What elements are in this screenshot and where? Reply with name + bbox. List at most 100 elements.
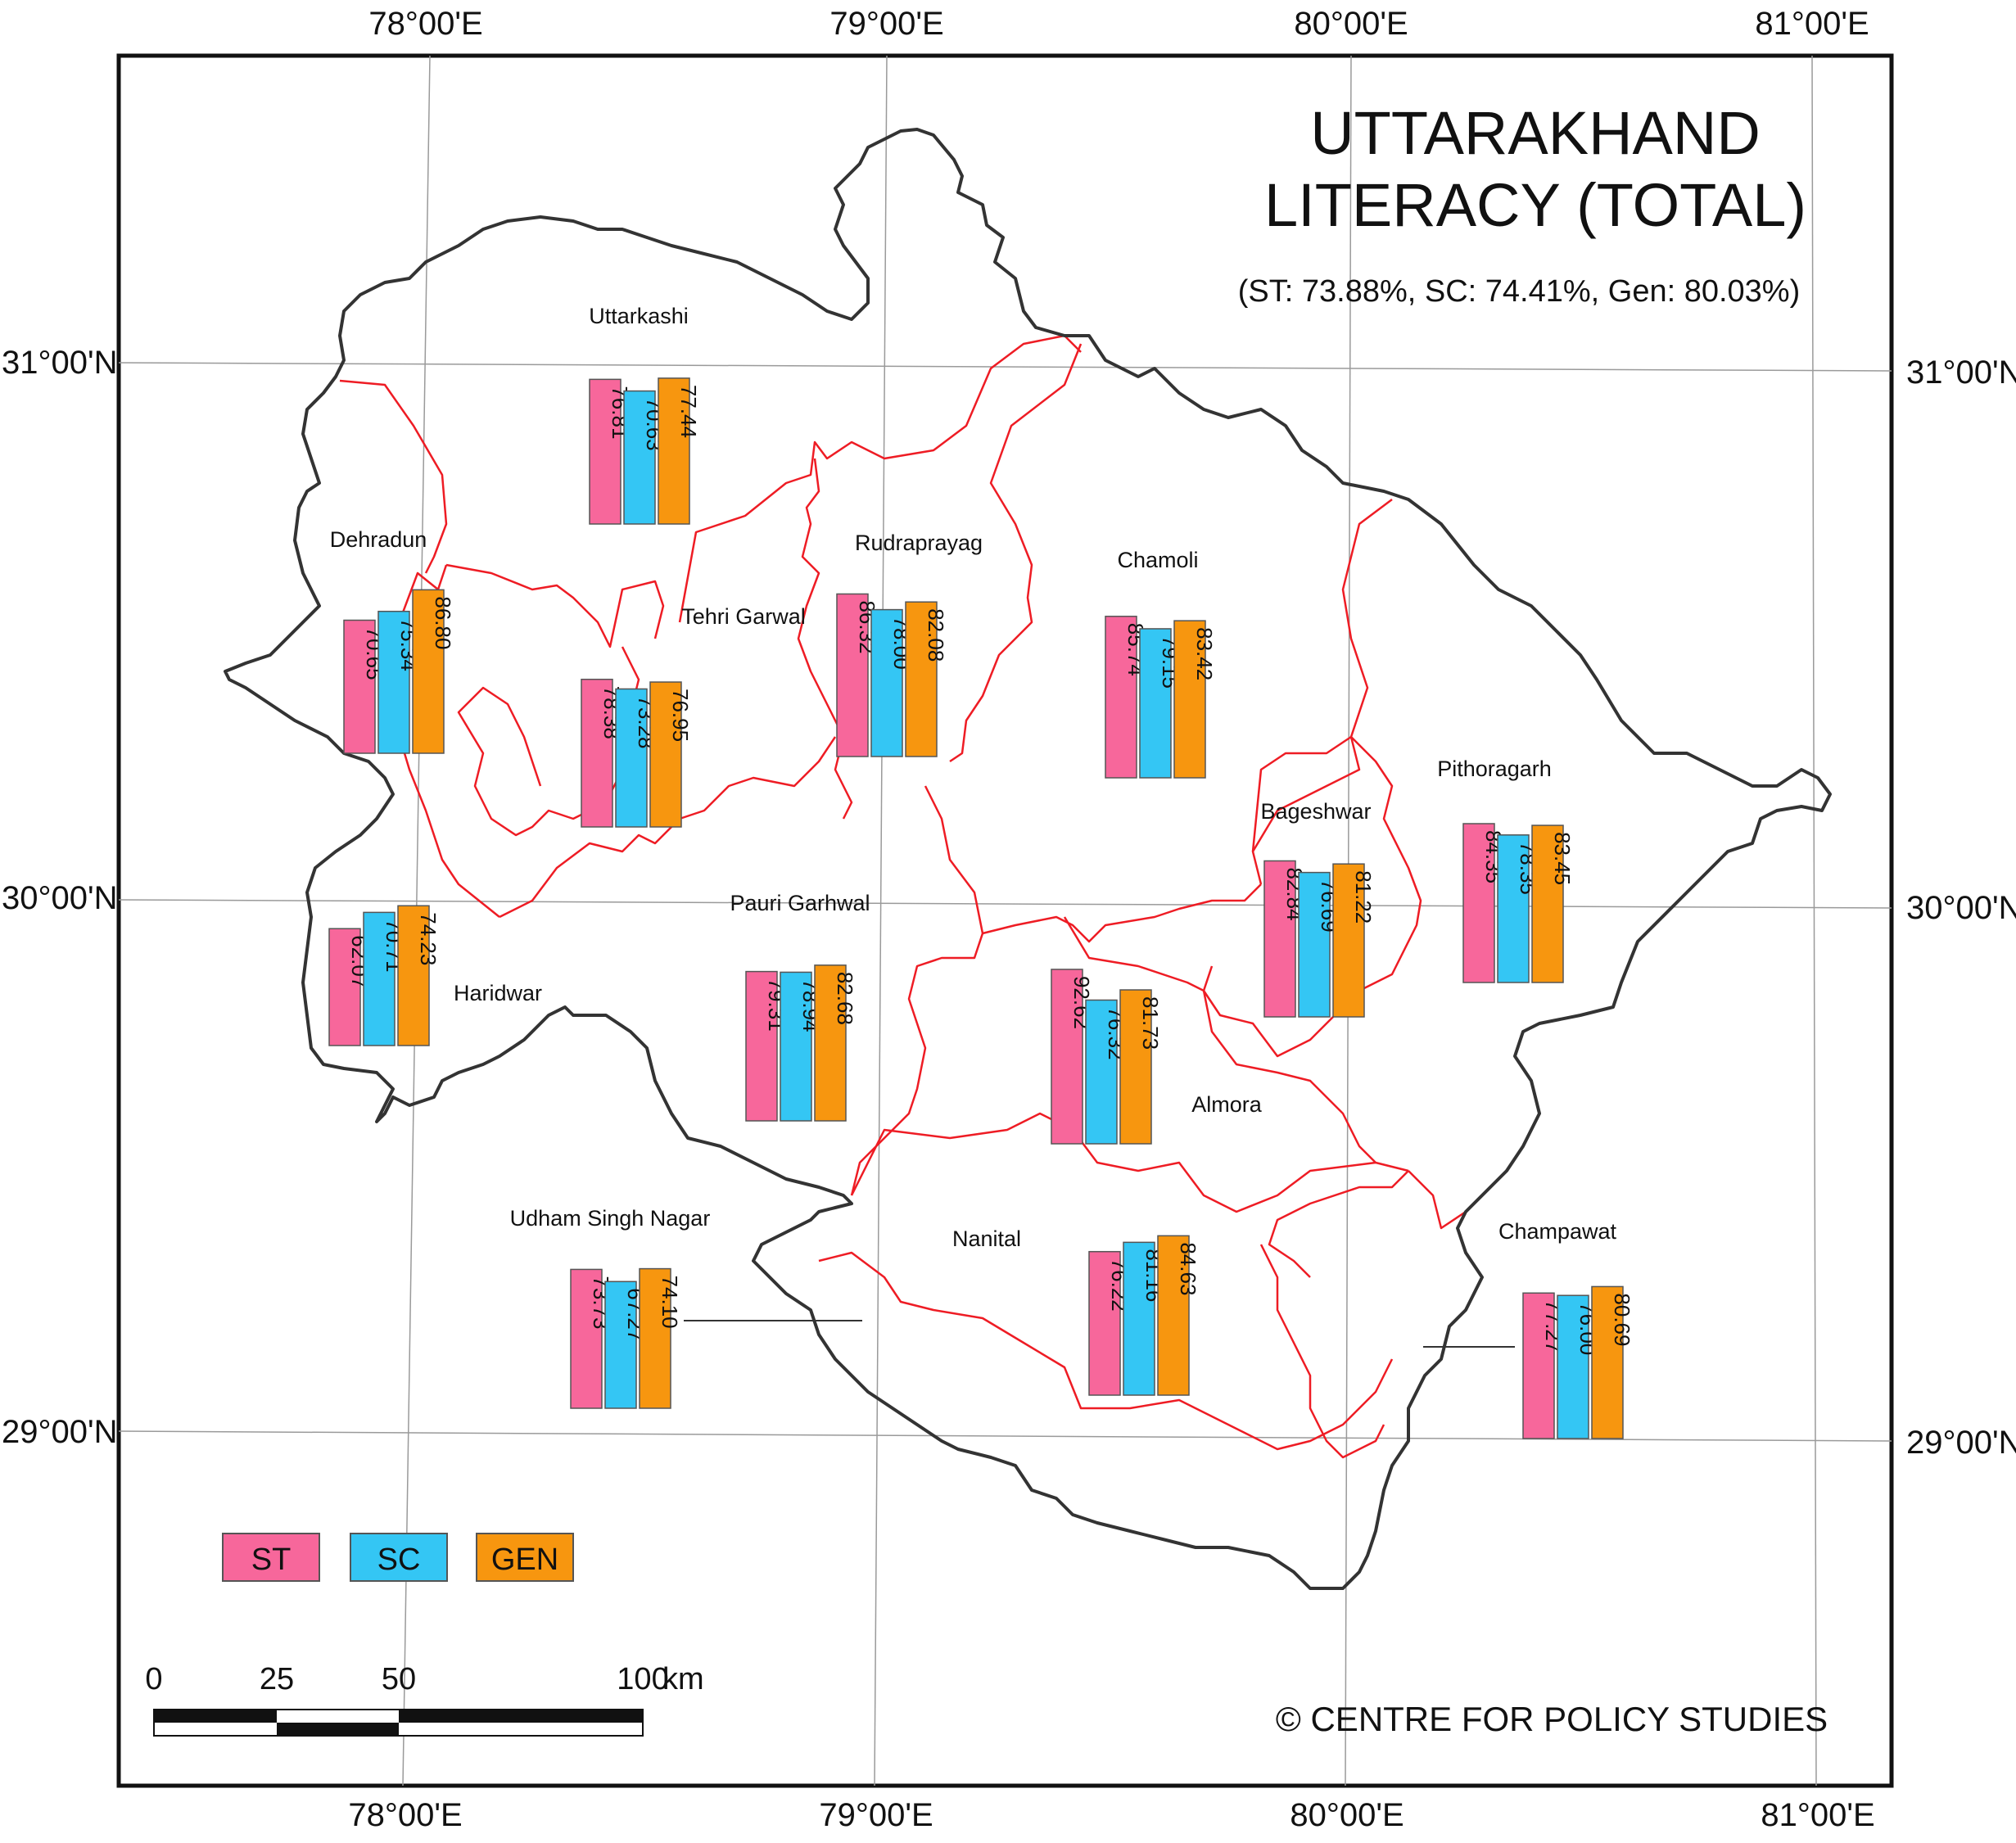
legend-label-sc: SC	[377, 1543, 421, 1577]
lon-label-78-bottom: 78°00'E	[348, 1797, 462, 1833]
parallel-31	[118, 362, 1892, 372]
bar-label-tehri-garwal-gen: 76.95	[668, 689, 693, 742]
scale-seg-1	[154, 1710, 277, 1723]
lon-label-79-top: 79°00'E	[829, 6, 943, 42]
bar-nanital-sc	[1123, 1241, 1155, 1396]
bar-pithoragarh-st	[1462, 823, 1495, 983]
bar-label-udham-singh-nagar-gen: 74.10	[658, 1276, 682, 1329]
bar-bageshwar-st	[1263, 860, 1296, 1018]
legend-item-gen: GEN	[476, 1533, 574, 1582]
scale-tick-100: 100	[617, 1662, 668, 1696]
bar-uttarkashi-gen	[658, 377, 690, 525]
bar-rudraprayag-gen	[905, 601, 938, 757]
bar-haridwar-st	[328, 928, 361, 1046]
bar-chamoli-st	[1105, 616, 1137, 779]
meridian-81	[1811, 55, 1817, 1787]
boundary-pauri-tehri	[499, 736, 837, 919]
bar-champawat-sc	[1557, 1294, 1589, 1439]
copyright-credit: © CENTRE FOR POLICY STUDIES	[1276, 1700, 1828, 1738]
lat-label-31-right: 31°00'N	[1906, 355, 2016, 391]
bar-tehri-garwal-st	[581, 678, 613, 828]
bar-uttarkashi-st	[589, 378, 622, 525]
district-label-haridwar: Haridwar	[454, 981, 542, 1005]
latitude-labels-right: 31°00'N 30°00'N 29°00'N	[1906, 355, 2016, 1461]
lat-label-30-left: 30°00'N	[2, 880, 118, 916]
bar-label-haridwar-gen: 74.23	[416, 912, 441, 965]
bar-haridwar-sc	[363, 911, 396, 1046]
bar-pauri-garhwal-sc	[780, 971, 812, 1122]
district-label-pauri-garhwal: Pauri Garhwal	[730, 891, 870, 915]
graticule	[118, 55, 1892, 1787]
boundary-chamoli-rudraprayag	[949, 343, 1083, 763]
legend-label-st: ST	[251, 1543, 292, 1577]
latitude-labels-left: 31°00'N 30°00'N 29°00'N	[2, 345, 118, 1450]
map-title-line-1: UTTARAKHAND	[1310, 99, 1761, 167]
state-boundary	[224, 128, 1832, 1590]
scale-unit: km	[662, 1662, 704, 1696]
bar-pithoragarh-sc	[1497, 834, 1530, 983]
bar-label-uttarkashi-gen: 77.44	[676, 385, 701, 438]
legend-item-st: ST	[222, 1533, 320, 1582]
lat-label-31-left: 31°00'N	[2, 345, 118, 381]
lat-label-29-left: 29°00'N	[2, 1414, 118, 1450]
bar-almora-sc	[1085, 999, 1118, 1145]
bar-chamoli-gen	[1173, 620, 1206, 779]
bar-dehradun-sc	[377, 610, 410, 754]
bar-tehri-garwal-gen	[649, 681, 682, 828]
district-label-pithoragarh: Pithoragarh	[1437, 757, 1552, 781]
bar-label-bageshwar-gen: 81.22	[1351, 870, 1376, 924]
map-subtitle: (ST: 73.88%, SC: 74.41%, Gen: 80.03%)	[1238, 274, 1801, 309]
district-label-udham-singh-nagar: Udham Singh Nagar	[510, 1206, 711, 1231]
bar-nanital-st	[1088, 1250, 1121, 1396]
boundary-nainital-usnagar	[818, 1251, 1394, 1451]
bar-rudraprayag-st	[836, 593, 869, 757]
boundary-almora-pithoragarh	[1063, 916, 1409, 1172]
lat-label-30-right: 30°00'N	[1906, 890, 2016, 926]
lat-label-29-right: 29°00'N	[1906, 1425, 2016, 1461]
legend-item-sc: SC	[350, 1533, 448, 1582]
longitude-labels-bottom: 78°00'E 79°00'E 80°00'E 81°00'E	[348, 1797, 1874, 1833]
lon-label-81-bottom: 81°00'E	[1761, 1797, 1874, 1833]
lon-label-79-bottom: 79°00'E	[819, 1797, 933, 1833]
scale-tick-25: 25	[260, 1662, 294, 1696]
district-label-nanital: Nanital	[952, 1226, 1021, 1251]
legend-label-gen: GEN	[491, 1543, 558, 1577]
legend: ST SC GEN	[222, 1533, 574, 1582]
boundary-almora-nainital	[850, 1112, 1376, 1213]
map-title-line-2: LITERACY (TOTAL)	[1264, 171, 1806, 239]
district-label-dehradun: Dehradun	[330, 527, 427, 552]
boundary-bageshwar	[1202, 735, 1422, 1058]
scale-tick-50: 50	[382, 1662, 416, 1696]
bar-udham-singh-nagar-st	[570, 1268, 603, 1409]
bar-bageshwar-gen	[1332, 863, 1365, 1018]
boundary-rudraprayag-tehri	[797, 458, 853, 820]
legend-swatch-sc	[350, 1533, 448, 1582]
boundary-nainital-champawat	[1259, 1244, 1385, 1459]
bar-label-nanital-gen: 84.63	[1176, 1242, 1200, 1295]
district-label-champawat: Champawat	[1498, 1219, 1617, 1244]
district-label-bageshwar: Bageshwar	[1260, 799, 1371, 824]
longitude-labels-top: 78°00'E 79°00'E 80°00'E 81°00'E	[368, 6, 1869, 42]
bar-label-rudraprayag-gen: 82.08	[924, 608, 948, 662]
bar-haridwar-gen	[397, 905, 430, 1046]
bar-label-champawat-gen: 80.69	[1610, 1293, 1634, 1346]
district-label-tehri-garwal: Tehri Garwal	[681, 604, 806, 629]
bar-dehradun-gen	[412, 589, 445, 754]
lon-label-81-top: 81°00'E	[1755, 6, 1869, 42]
bar-almora-st	[1051, 969, 1083, 1145]
bar-bageshwar-sc	[1298, 871, 1331, 1018]
bar-nanital-gen	[1157, 1235, 1190, 1396]
legend-swatch-st	[222, 1533, 320, 1582]
